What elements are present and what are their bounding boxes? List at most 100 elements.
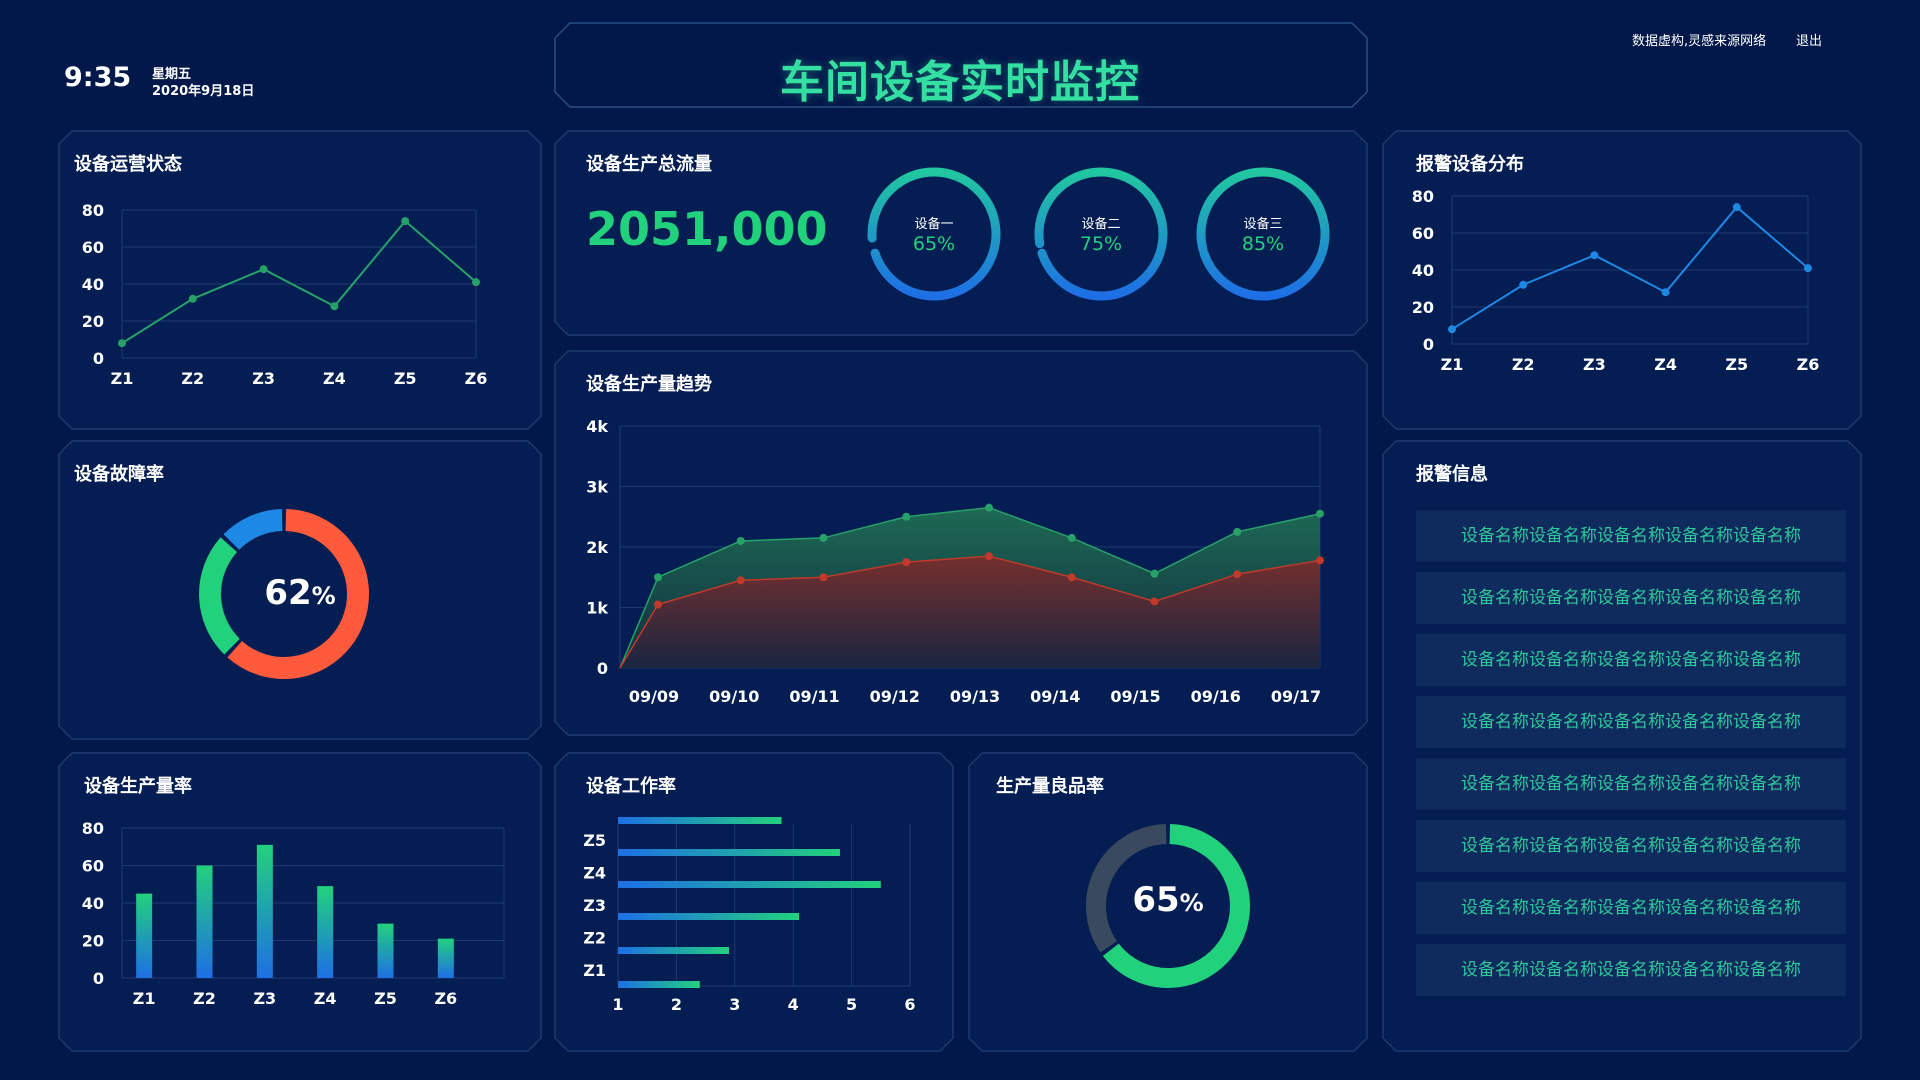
data-point [902,558,911,567]
alarm-item[interactable]: 设备名称设备名称设备名称设备名称设备名称 [1416,572,1846,624]
y-tick-label: 80 [82,819,104,838]
y-tick-label: 80 [82,201,104,220]
x-tick-label: 09/14 [1030,687,1080,706]
x-tick-label: Z3 [252,369,275,388]
fault-value: 62% [264,573,336,613]
alarm-item[interactable]: 设备名称设备名称设备名称设备名称设备名称 [1416,944,1846,996]
y-tick-label: Z1 [583,961,606,980]
panel-title: 报警信息 [1416,464,1488,485]
x-tick-label: Z3 [1583,355,1606,374]
data-point [1804,264,1812,273]
y-tick-label: 0 [1423,335,1434,354]
x-tick-label: Z5 [1725,355,1748,374]
y-tick-label: 20 [1412,298,1434,317]
panel-title: 设备运营状态 [74,154,182,175]
gauge-label: 设备三 [1243,216,1282,232]
data-point [985,503,993,512]
yield-value: 65% [1132,880,1204,920]
alarm-item[interactable]: 设备名称设备名称设备名称设备名称设备名称 [1416,882,1846,934]
bar [317,886,334,978]
alarm-item[interactable]: 设备名称设备名称设备名称设备名称设备名称 [1416,634,1846,686]
trend-area-chart: 0 1k 2k 3k 4k 09/09 09/10 09/11 09/12 09/13 09/14 0… [586,417,1324,706]
x-tick-label: Z6 [465,369,488,388]
total-flow-value: 2051,000 [586,202,828,256]
data-point [819,533,828,542]
x-tick-label: 1 [612,995,623,1014]
y-tick-label: Z3 [583,896,606,915]
data-point [1067,533,1076,542]
y-tick-label: 40 [82,275,104,294]
clock-time: 9:35 [64,62,132,93]
weekday: 星期五 [152,67,192,82]
bar [196,865,213,978]
gauge-arc [867,167,1001,301]
y-tick-label: 60 [82,857,104,876]
fault-donut [199,509,369,679]
bar [618,947,729,954]
series-area [620,556,1320,668]
gauge-value: 85% [1242,233,1284,255]
y-tick-label: 20 [82,932,104,951]
data-point [1067,573,1076,582]
x-tick-label: 09/12 [870,687,920,706]
y-tick-label: 60 [1412,224,1434,243]
y-tick-label: 40 [1412,261,1434,280]
alarm-item[interactable]: 设备名称设备名称设备名称设备名称设备名称 [1416,696,1846,748]
x-tick-label: Z1 [1441,355,1464,374]
data-point [1661,288,1670,297]
y-tick-label: 60 [82,238,104,257]
alarm-item[interactable]: 设备名称设备名称设备名称设备名称设备名称 [1416,758,1846,810]
y-tick-label: 4k [586,417,608,436]
data-point [259,265,268,274]
panel-yield-rate: 生产量良品率 65% [968,752,1368,1052]
x-tick-label: 5 [846,995,857,1014]
data-point [736,576,745,585]
y-tick-label: 3k [586,478,608,497]
data-point [1233,570,1242,579]
x-tick-label: Z1 [111,369,134,388]
alarm-item[interactable]: 设备名称设备名称设备名称设备名称设备名称 [1416,510,1846,562]
x-tick-label: Z4 [314,989,337,1008]
op-status-chart: 0 20 40 60 80 Z1 Z2 Z3 Z4 Z5 Z6 [82,201,488,388]
data-point [1590,251,1599,260]
panel-title: 生产量良品率 [996,776,1104,797]
alarm-dist-chart: 0 20 40 60 80 Z1 Z2 Z3 Z4 Z5 Z6 [1412,187,1820,374]
panel-op-status: 设备运营状态 0 20 40 60 80 Z1 Z2 Z3 Z4 Z5 Z6 [58,130,542,430]
donut-slice [1086,824,1167,953]
bar [256,844,273,978]
x-tick-label: 6 [904,995,915,1014]
y-tick-label: 2k [586,538,608,557]
y-tick-label: 0 [597,659,608,678]
x-tick-label: Z5 [374,989,397,1008]
panel-prod-rate: 设备生产量率 0 20 40 60 80 Z1 Z2 Z3 Z4 Z5 Z6 [58,752,542,1052]
x-tick-label: 2 [671,995,682,1014]
bar [618,981,700,988]
series-line [1451,205,1809,331]
bar [136,893,153,978]
data-point [736,536,745,545]
alarm-item[interactable]: 设备名称设备名称设备名称设备名称设备名称 [1416,820,1846,872]
data-point [472,278,480,287]
gauge-arc [1034,167,1168,301]
data-point [654,600,662,609]
x-tick-label: Z6 [434,989,457,1008]
x-tick-label: Z6 [1797,355,1820,374]
logout-link[interactable]: 退出 [1796,34,1823,49]
y-tick-label: Z2 [583,928,606,947]
data-point [1448,325,1456,334]
data-point [1150,597,1159,606]
data-point [118,339,126,348]
series-line [619,555,1321,669]
data-point [1233,527,1242,536]
gauge-label: 设备二 [1081,216,1120,232]
x-tick-label: 09/10 [709,687,759,706]
y-tick-label: 40 [82,894,104,913]
x-tick-label: Z4 [323,369,346,388]
x-tick-label: 09/11 [789,687,839,706]
y-tick-label: Z4 [583,864,606,883]
data-point [1519,280,1528,289]
data-point [401,217,410,226]
x-tick-label: 3 [729,995,740,1014]
x-tick-label: Z3 [253,989,276,1008]
gauge-arc [1196,167,1330,301]
